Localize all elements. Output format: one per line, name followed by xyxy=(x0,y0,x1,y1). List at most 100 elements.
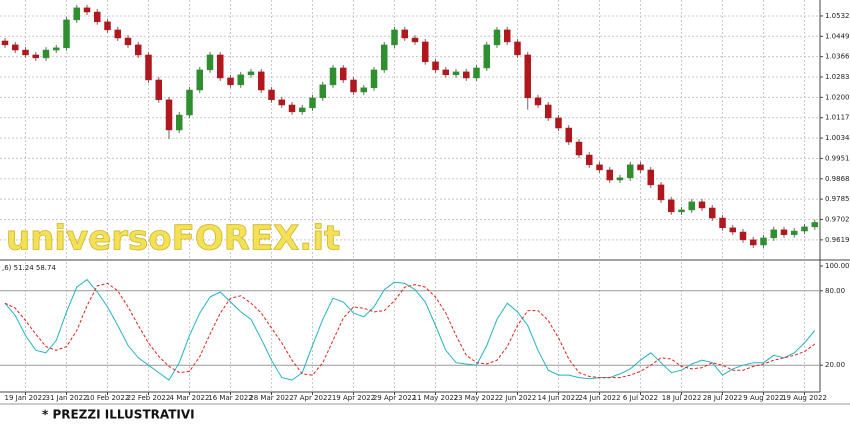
candle-body xyxy=(227,77,234,86)
candle-body xyxy=(94,11,101,23)
candle-body xyxy=(206,54,214,71)
candle-body xyxy=(627,164,634,179)
candle-body xyxy=(688,201,695,211)
candle-body xyxy=(350,79,357,93)
x-tick-label: 6 Jul 2022 xyxy=(623,394,658,402)
footnote: * PREZZI ILLUSTRATIVI xyxy=(42,408,195,422)
candle-body xyxy=(22,49,29,56)
candle-body xyxy=(647,169,654,186)
candle-body xyxy=(329,67,337,86)
candle-body xyxy=(616,177,624,181)
x-tick-label: 4 Mar 2022 xyxy=(170,394,210,402)
x-tick-label: 16 Mar 2022 xyxy=(208,394,252,402)
indicator-label: ,6) 51.24 58.74 xyxy=(2,264,56,272)
candle-body xyxy=(811,222,818,228)
x-tick-label: 22 Feb 2022 xyxy=(127,394,171,402)
candle-body xyxy=(493,29,501,46)
candle-body xyxy=(637,164,644,171)
candle-body xyxy=(678,209,685,213)
indicator-line xyxy=(4,282,816,379)
candle-body xyxy=(750,239,757,246)
candle-body xyxy=(575,141,583,156)
candle-body xyxy=(452,71,460,76)
candle-body xyxy=(370,69,378,89)
candle-body xyxy=(668,199,675,213)
candle-body xyxy=(155,79,162,101)
x-tick-label: 19 Apr 2022 xyxy=(332,394,375,402)
x-tick-label: 11 May 2022 xyxy=(413,394,459,402)
candle-body xyxy=(780,229,788,235)
candle-body xyxy=(63,19,70,49)
candle-body xyxy=(760,237,767,246)
candle-body xyxy=(411,37,419,43)
y-tick-label: 20.00 xyxy=(825,361,845,369)
x-tick-label: 23 May 2022 xyxy=(454,394,500,402)
y-tick-label: 0.96190 xyxy=(825,236,850,244)
candle-body xyxy=(217,54,224,79)
x-tick-label: 10 Feb 2022 xyxy=(86,394,130,402)
candle-body xyxy=(391,29,398,46)
candle-body xyxy=(657,184,665,201)
candle-body xyxy=(114,29,121,39)
candle-body xyxy=(719,217,726,229)
candle-body xyxy=(596,164,603,171)
candle-body xyxy=(186,89,193,116)
candle-body xyxy=(504,29,511,43)
candle-body xyxy=(196,69,203,91)
x-tick-label: 18 Jul 2022 xyxy=(662,394,702,402)
candle-body xyxy=(739,231,747,241)
candle-body xyxy=(42,49,50,59)
candle-body xyxy=(463,71,470,79)
candle-body xyxy=(422,41,429,63)
watermark: universoFOREX.it xyxy=(6,219,340,259)
x-tick-label: 19 Aug 2022 xyxy=(782,394,827,402)
candle-body xyxy=(565,127,572,143)
candle-body xyxy=(514,41,521,56)
candle-body xyxy=(524,54,531,99)
candle-body xyxy=(791,230,798,235)
candle-body xyxy=(288,104,296,113)
candle-body xyxy=(483,44,490,69)
x-tick-label: 14 Jun 2022 xyxy=(537,394,579,402)
candle-body xyxy=(729,227,736,233)
y-tick-label: 1.05320 xyxy=(825,12,850,20)
y-tick-label: 100.00 xyxy=(825,262,850,270)
x-tick-label: 9 Aug 2022 xyxy=(743,394,783,402)
y-tick-label: 1.02000 xyxy=(825,93,850,101)
candle-body xyxy=(299,107,306,113)
candle-body xyxy=(104,21,111,31)
x-tick-label: 7 Apr 2022 xyxy=(293,394,332,402)
candle-body xyxy=(145,54,152,81)
candle-body xyxy=(176,114,183,131)
candle-body xyxy=(32,54,39,59)
candle-body xyxy=(545,104,552,119)
y-tick-label: 1.04490 xyxy=(825,32,850,40)
candle-body xyxy=(247,71,255,76)
candle-body xyxy=(432,61,439,71)
y-tick-label: 1.03660 xyxy=(825,53,850,61)
candle-body xyxy=(801,226,808,232)
candle-body xyxy=(73,7,80,21)
candle-body xyxy=(586,154,593,166)
candle-body xyxy=(237,74,244,86)
candle-body xyxy=(124,37,132,46)
x-tick-label: 31 Jan 2022 xyxy=(46,394,88,402)
x-tick-label: 29 Apr 2022 xyxy=(373,394,416,402)
candle-body xyxy=(258,71,265,91)
y-tick-label: 1.01170 xyxy=(825,114,850,122)
candle-body xyxy=(165,99,173,131)
candle-body xyxy=(401,29,408,39)
candle-body xyxy=(309,97,316,109)
candle-body xyxy=(135,44,142,56)
candle-body xyxy=(606,169,613,181)
candle-body xyxy=(83,7,91,13)
x-tick-label: 28 Mar 2022 xyxy=(249,394,293,402)
candle-body xyxy=(12,44,19,51)
candle-body xyxy=(360,87,367,93)
candle-body xyxy=(340,67,347,81)
